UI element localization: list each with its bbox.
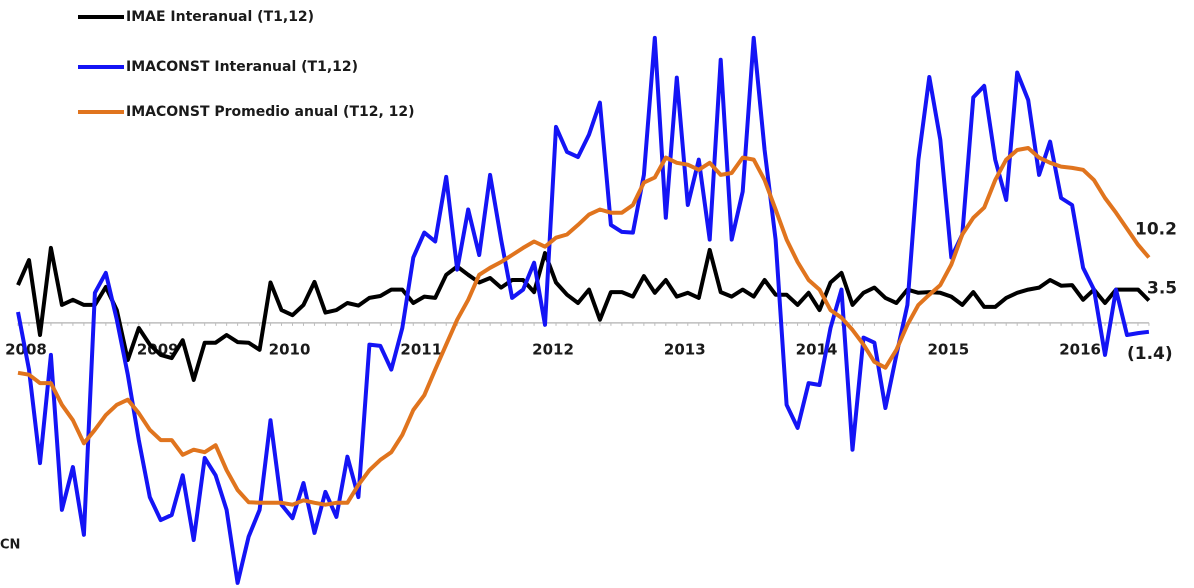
legend-label: IMACONST Promedio anual (T12, 12) xyxy=(126,104,415,120)
data-label: 10.2 xyxy=(1135,220,1177,240)
x-tick-label: 2011 xyxy=(400,340,442,358)
x-tick-label: 2010 xyxy=(269,340,311,358)
legend-label: IMAE Interanual (T1,12) xyxy=(126,9,314,25)
data-label: (1.4) xyxy=(1127,344,1173,364)
data-label: 3.5 xyxy=(1147,278,1177,298)
x-tick-label: 2009 xyxy=(137,340,179,358)
series-line xyxy=(16,245,1151,382)
x-tick-label: 2013 xyxy=(664,340,706,358)
x-tick-label: 2012 xyxy=(532,340,574,358)
x-tick-label: 2016 xyxy=(1059,340,1101,358)
x-tick-label: 2015 xyxy=(927,340,969,358)
legend-label: IMACONST Interanual (T1,12) xyxy=(126,59,358,75)
note: CN xyxy=(0,538,20,553)
x-tick-label: 2014 xyxy=(796,340,838,358)
series-line xyxy=(17,146,1151,507)
